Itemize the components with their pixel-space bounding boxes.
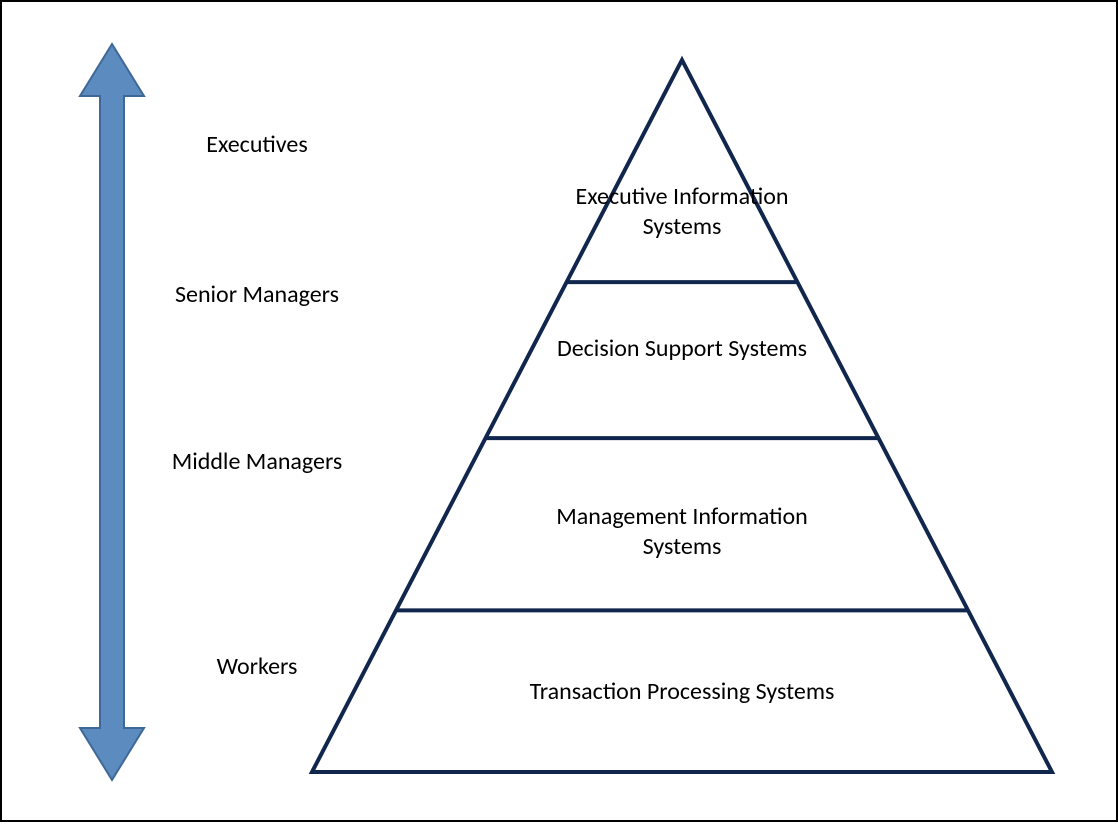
hierarchy-arrow-icon	[80, 44, 144, 780]
pyramid-label-eis: Executive Information Systems	[547, 182, 817, 242]
diagram-container: Executives Senior Managers Middle Manage…	[0, 0, 1118, 822]
role-label-executives: Executives	[162, 130, 352, 160]
role-label-middle-managers: Middle Managers	[162, 447, 352, 477]
role-label-senior-managers: Senior Managers	[162, 280, 352, 310]
role-label-workers: Workers	[162, 652, 352, 682]
pyramid-shape	[312, 60, 1052, 772]
pyramid-label-dss: Decision Support Systems	[547, 334, 817, 364]
pyramid-label-tps: Transaction Processing Systems	[492, 677, 872, 707]
pyramid-label-mis: Management Information Systems	[527, 502, 837, 562]
